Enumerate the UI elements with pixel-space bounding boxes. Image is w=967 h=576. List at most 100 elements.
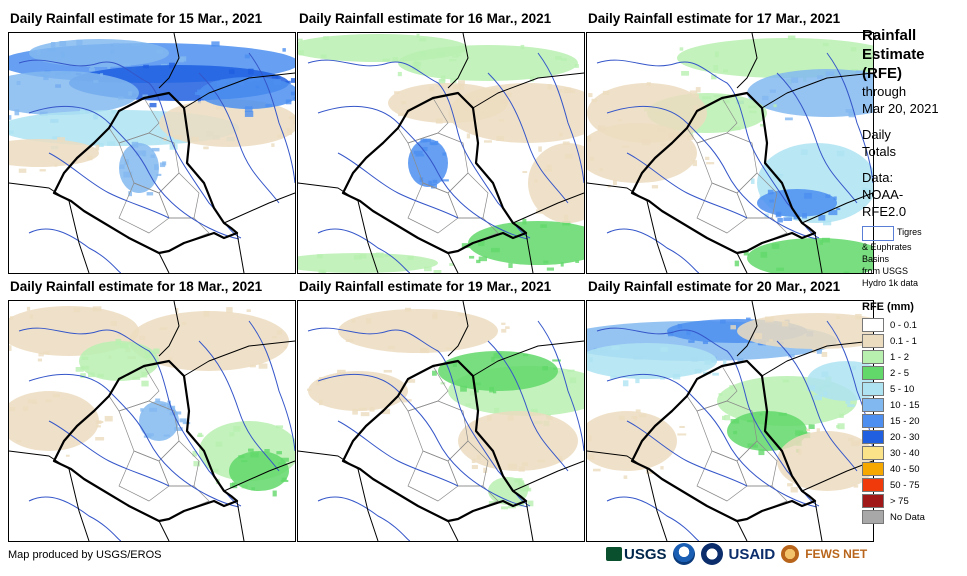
- usgs-logo: USGS: [606, 546, 667, 563]
- basin-swatch: [862, 226, 894, 241]
- legend-row: 20 - 30: [862, 429, 966, 445]
- usaid-logo-text: USAID: [728, 545, 776, 563]
- rainfall-field: [298, 33, 584, 273]
- rainfall-panel-2: Daily Rainfall estimate for 16 Mar., 202…: [297, 11, 585, 274]
- rainfall-map: [8, 32, 296, 274]
- legend-title-line-3: (RFE): [862, 65, 902, 82]
- fews-net-logo-text: FEWS NET: [805, 547, 868, 561]
- iraq-border: [341, 91, 528, 255]
- legend-swatch: [862, 382, 884, 396]
- legend-swatch: [862, 430, 884, 444]
- through-label: through: [862, 84, 907, 99]
- rainfall-map-svg: [298, 33, 584, 273]
- legend-swatch: [862, 446, 884, 460]
- rainfall-map-svg: [9, 301, 295, 541]
- data-line-2: NOAA-: [862, 187, 904, 202]
- rainfall-panel-3: Daily Rainfall estimate for 17 Mar., 202…: [586, 11, 874, 274]
- iraq-border: [341, 359, 528, 523]
- basin-label-2: & Euphrates: [862, 242, 912, 252]
- rainfall-panel-5: Daily Rainfall estimate for 19 Mar., 202…: [297, 279, 585, 542]
- rfe-legend: 0 - 0.1 0.1 - 1 1 - 2 2 - 5 5 - 10 10 - 15 15 …: [862, 317, 966, 525]
- legend-swatch: [862, 494, 884, 508]
- rainfall-map: [586, 32, 874, 274]
- legend-swatch: [862, 350, 884, 364]
- rainfall-map-svg: [587, 301, 873, 541]
- legend-row: 40 - 50: [862, 461, 966, 477]
- map-credit: Map produced by USGS/EROS: [8, 549, 162, 561]
- legend-row: 0.1 - 1: [862, 333, 966, 349]
- data-line-1: Data:: [862, 170, 894, 185]
- country-borders: [298, 301, 584, 541]
- panel-title: Daily Rainfall estimate for 16 Mar., 202…: [299, 11, 552, 26]
- rainfall-map-svg: [587, 33, 873, 273]
- data-line-3: RFE2.0: [862, 204, 907, 219]
- iraq-border: [52, 91, 239, 255]
- rainfall-field: [307, 307, 584, 510]
- panel-title: Daily Rainfall estimate for 20 Mar., 202…: [588, 279, 841, 294]
- legend-label: 10 - 15: [890, 399, 920, 411]
- legend-label: 50 - 75: [890, 479, 920, 491]
- rainfall-panel-6: Daily Rainfall estimate for 20 Mar., 202…: [586, 279, 874, 542]
- basin-rivers: [596, 320, 873, 541]
- rainfall-map-svg: [9, 33, 295, 273]
- legend-swatch: [862, 414, 884, 428]
- legend-row: > 75: [862, 493, 966, 509]
- rainfall-map: [297, 300, 585, 542]
- legend-row: 10 - 15: [862, 397, 966, 413]
- fews-globe-icon: [781, 545, 800, 563]
- usgs-mark-icon: [606, 547, 622, 561]
- legend-row: 30 - 40: [862, 445, 966, 461]
- noaa-logo-icon: [672, 543, 695, 565]
- basin-label-3: Basins: [862, 254, 890, 264]
- basin-rivers: [18, 320, 295, 541]
- legend-label: 20 - 30: [890, 431, 920, 443]
- iraq-border: [630, 91, 817, 255]
- legend-label: 0 - 0.1: [890, 319, 917, 331]
- daily-line-1: Daily: [862, 127, 891, 142]
- legend-label: 5 - 10: [890, 383, 915, 395]
- legend-swatch: [862, 318, 884, 332]
- legend-label: No Data: [890, 511, 925, 523]
- rainfall-panel-4: Daily Rainfall estimate for 18 Mar., 202…: [8, 279, 296, 542]
- country-borders: [9, 301, 295, 541]
- country-borders: [587, 33, 873, 273]
- basin-label-1: Tigres: [897, 227, 922, 237]
- iraq-border: [630, 359, 817, 523]
- legend-swatch: [862, 478, 884, 492]
- basin-rivers: [596, 52, 873, 273]
- legend-swatch: [862, 366, 884, 380]
- legend-label: 30 - 40: [890, 447, 920, 459]
- rainfall-map: [297, 32, 585, 274]
- panel-title: Daily Rainfall estimate for 18 Mar., 202…: [10, 279, 263, 294]
- panel-title: Daily Rainfall estimate for 19 Mar., 202…: [299, 279, 552, 294]
- logos: USGS USAID FEWS NET: [606, 543, 867, 565]
- legend-label: 0.1 - 1: [890, 335, 917, 347]
- legend-row: 2 - 5: [862, 365, 966, 381]
- legend-swatch: [862, 334, 884, 348]
- usaid-seal-icon: [700, 543, 723, 565]
- legend-swatch: [862, 398, 884, 412]
- rainfall-field: [9, 39, 295, 197]
- legend-title-line-2: Estimate: [862, 46, 925, 63]
- legend-label: > 75: [890, 495, 909, 507]
- through-date: Mar 20, 2021: [862, 101, 939, 116]
- legend-row: No Data: [862, 509, 966, 525]
- legend-row: 50 - 75: [862, 477, 966, 493]
- basin-label-5: Hydro 1k data: [862, 278, 919, 288]
- legend-row: 0 - 0.1: [862, 317, 966, 333]
- rainfall-field: [587, 35, 873, 273]
- legend-row: 15 - 20: [862, 413, 966, 429]
- province-boundaries: [397, 365, 499, 512]
- rainfall-field: [9, 306, 295, 497]
- legend-swatch: [862, 462, 884, 476]
- legend-label: 40 - 50: [890, 463, 920, 475]
- basin-label-4: from USGS: [862, 266, 909, 276]
- rainfall-field: [587, 313, 873, 493]
- daily-line-2: Totals: [862, 144, 896, 159]
- legend-label: 1 - 2: [890, 351, 910, 363]
- country-borders: [298, 33, 584, 273]
- rfe-legend-title: RFE (mm): [862, 301, 914, 313]
- rainfall-panel-1: Daily Rainfall estimate for 15 Mar., 202…: [8, 11, 296, 274]
- basin-rivers: [18, 52, 295, 273]
- rainfall-map: [8, 300, 296, 542]
